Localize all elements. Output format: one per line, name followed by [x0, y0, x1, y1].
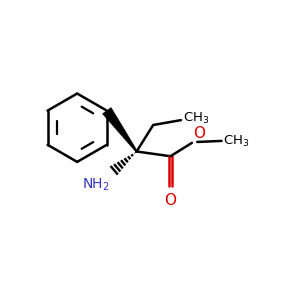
Text: CH$_3$: CH$_3$ — [223, 134, 250, 149]
Text: NH$_2$: NH$_2$ — [82, 177, 110, 193]
Text: CH$_3$: CH$_3$ — [183, 111, 210, 126]
Text: O: O — [164, 193, 176, 208]
Polygon shape — [103, 107, 137, 152]
Text: O: O — [194, 126, 206, 141]
